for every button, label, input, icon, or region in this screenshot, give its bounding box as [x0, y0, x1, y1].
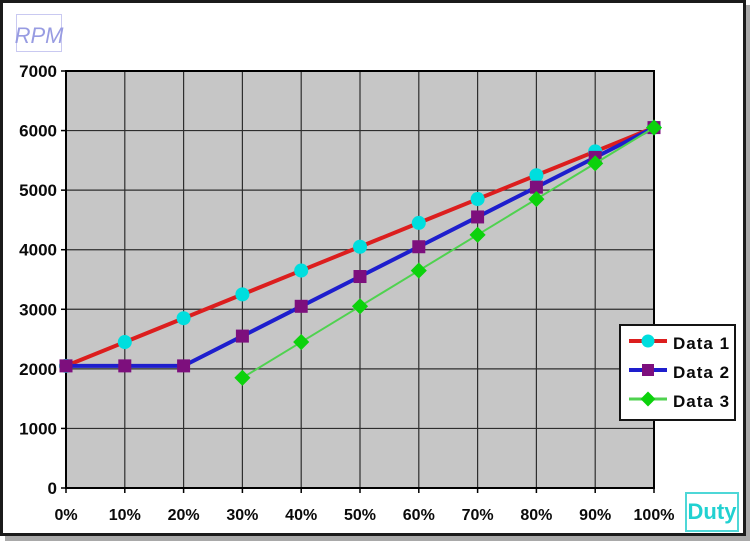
marker-diamond	[645, 119, 663, 136]
marker-circle	[176, 311, 191, 326]
marker-square	[294, 299, 308, 313]
legend-label-data-1: Data 1	[673, 333, 731, 353]
marker-diamond	[528, 191, 545, 208]
marker-diamond	[234, 369, 251, 386]
marker-square	[235, 329, 249, 343]
marker-circle	[117, 335, 132, 350]
y-tick-label: 6000	[19, 122, 57, 141]
legend-sample	[629, 364, 667, 376]
marker-diamond	[587, 155, 604, 172]
x-axis-title: Duty	[687, 499, 737, 524]
marker-square	[353, 270, 367, 284]
x-tick-label: 100%	[634, 507, 675, 524]
marker-square	[529, 180, 543, 194]
legend-item-data-1: Data 1	[625, 330, 734, 357]
marker-diamond	[410, 262, 427, 279]
y-tick-label: 1000	[19, 419, 57, 438]
marker-circle	[294, 263, 309, 278]
marker-square	[471, 210, 485, 224]
marker-diamond	[351, 298, 369, 315]
x-axis-title-box: Duty	[685, 492, 739, 532]
y-tick-label: 3000	[19, 300, 57, 319]
legend-marker-data-1-icon	[625, 330, 671, 357]
marker-square	[412, 240, 426, 254]
marker-circle	[352, 239, 368, 254]
x-tick-label: 20%	[168, 507, 200, 524]
legend-label-data-3: Data 3	[673, 391, 731, 411]
legend-marker-data-2-icon	[625, 359, 671, 386]
legend-item-data-3: Data 3	[625, 388, 734, 415]
legend-item-data-2: Data 2	[625, 359, 734, 386]
marker-circle	[235, 287, 250, 302]
y-axis-title: RPM	[14, 23, 64, 48]
marker-square	[118, 359, 132, 373]
rpm-duty-chart: 0 1000 2000 3000 4000 5000 6000 7000 0% 10% 20% 30%…	[19, 62, 675, 524]
legend-label-data-2: Data 2	[673, 362, 731, 382]
x-tick-label: 90%	[579, 507, 611, 524]
y-tick-label: 5000	[19, 181, 57, 200]
x-tick-label: 10%	[109, 507, 141, 524]
marker-diamond	[640, 391, 656, 407]
y-tick-label: 2000	[19, 360, 57, 379]
x-tick-label: 0%	[54, 507, 77, 524]
legend-sample	[629, 334, 667, 348]
x-tick-label: 50%	[344, 507, 376, 524]
marker-square	[177, 359, 191, 373]
marker-circle	[641, 334, 655, 348]
y-tick-label: 0	[48, 479, 57, 498]
marker-diamond	[469, 226, 486, 243]
y-tick-label: 4000	[19, 241, 57, 260]
legend-sample	[629, 391, 667, 407]
y-tick-label: 7000	[19, 62, 57, 81]
marker-diamond	[293, 333, 310, 351]
y-axis-title-box: RPM	[14, 14, 64, 52]
legend: Data 1 Data 2 Data 3	[619, 324, 736, 421]
legend-marker-data-3-icon	[625, 388, 671, 415]
x-tick-label: 40%	[285, 507, 317, 524]
x-tick-label: 30%	[226, 507, 258, 524]
marker-square	[642, 364, 654, 376]
x-tick-label: 60%	[403, 507, 435, 524]
series-line	[241, 126, 655, 379]
series-data-3	[234, 119, 663, 386]
marker-square	[59, 359, 73, 373]
marker-circle	[411, 215, 426, 230]
marker-circle	[529, 168, 544, 183]
marker-circle	[470, 192, 485, 207]
x-tick-label: 70%	[462, 507, 494, 524]
x-tick-label: 80%	[520, 507, 552, 524]
